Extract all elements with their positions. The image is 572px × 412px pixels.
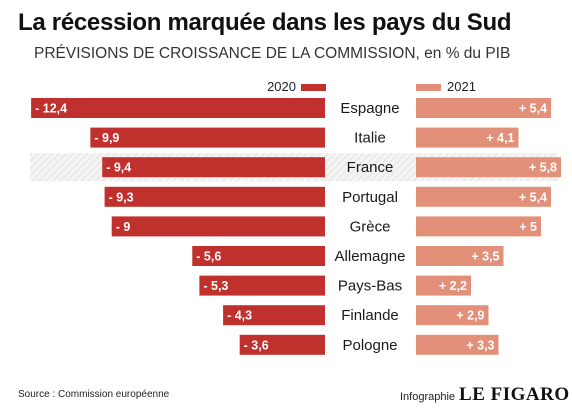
bar-2021 [416,98,551,118]
data-label-2020: - 12,4 [35,102,67,116]
bar-2020 [192,246,325,266]
legend-swatch-2021 [416,84,441,91]
source-note: Source : Commission européenne [18,389,170,400]
bar-2020 [111,216,325,237]
data-label-2021: + 5 [519,220,537,234]
chart-title: La récession marquée dans les pays du Su… [18,9,512,36]
bar-2021 [416,127,519,148]
category-label: Portugal [342,189,398,206]
credit-prefix: Infographie [400,391,456,403]
data-label-2020: - 5,3 [203,279,228,293]
bar-2020 [223,305,325,326]
data-label-2020: - 9,3 [109,190,134,204]
category-label: France [347,159,394,176]
category-label: Grèce [350,218,391,235]
bar-2020 [199,275,325,296]
bar-2020 [90,127,326,148]
bar-2021 [416,334,499,355]
credit: Infographie LE FIGARO [400,384,570,406]
bar-2021 [416,216,541,237]
category-label: Italie [354,130,386,147]
legend-swatch-2020 [301,84,326,91]
bar-chart: 2020 2021 - 12,4 + 5,4 Espagne - 9,9 + 4,1 Ital… [30,79,561,355]
legend-label-2020: 2020 [267,79,296,94]
bar-2020 [31,98,326,118]
category-label: Allemagne [335,248,406,265]
data-label-2021: + 2,2 [439,279,467,293]
category-label: Pays-Bas [338,278,402,295]
bar-2021 [416,305,489,326]
data-label-2021: + 5,4 [519,190,547,204]
data-label-2020: - 9 [116,220,131,234]
bar-2020 [102,157,325,178]
data-label-2021: + 3,3 [466,338,494,352]
chart-subtitle: PRÉVISIONS DE CROISSANCE DE LA COMMISSIO… [34,45,511,62]
data-label-2021: + 3,5 [471,250,499,264]
data-label-2020: - 5,6 [196,250,221,264]
data-label-2020: - 3,6 [244,338,269,352]
bar-2021 [416,275,471,296]
category-label: Espagne [340,100,399,117]
bar-2021 [416,246,504,266]
data-label-2021: + 2,9 [456,309,484,323]
bar-2020 [104,186,325,207]
data-label-2021: + 4,1 [486,131,514,145]
brand-logo: LE FIGARO [459,384,570,405]
data-label-2021: + 5,4 [519,102,547,116]
category-label: Pologne [342,337,397,354]
data-label-2021: + 5,8 [529,161,557,175]
bar-2021 [416,186,551,207]
data-label-2020: - 9,9 [94,131,119,145]
legend-label-2021: 2021 [447,79,476,94]
data-label-2020: - 4,3 [227,309,252,323]
data-label-2020: - 9,4 [106,161,131,175]
category-label: Finlande [341,307,399,324]
bar-2020 [239,334,325,355]
bar-2021 [416,157,561,178]
